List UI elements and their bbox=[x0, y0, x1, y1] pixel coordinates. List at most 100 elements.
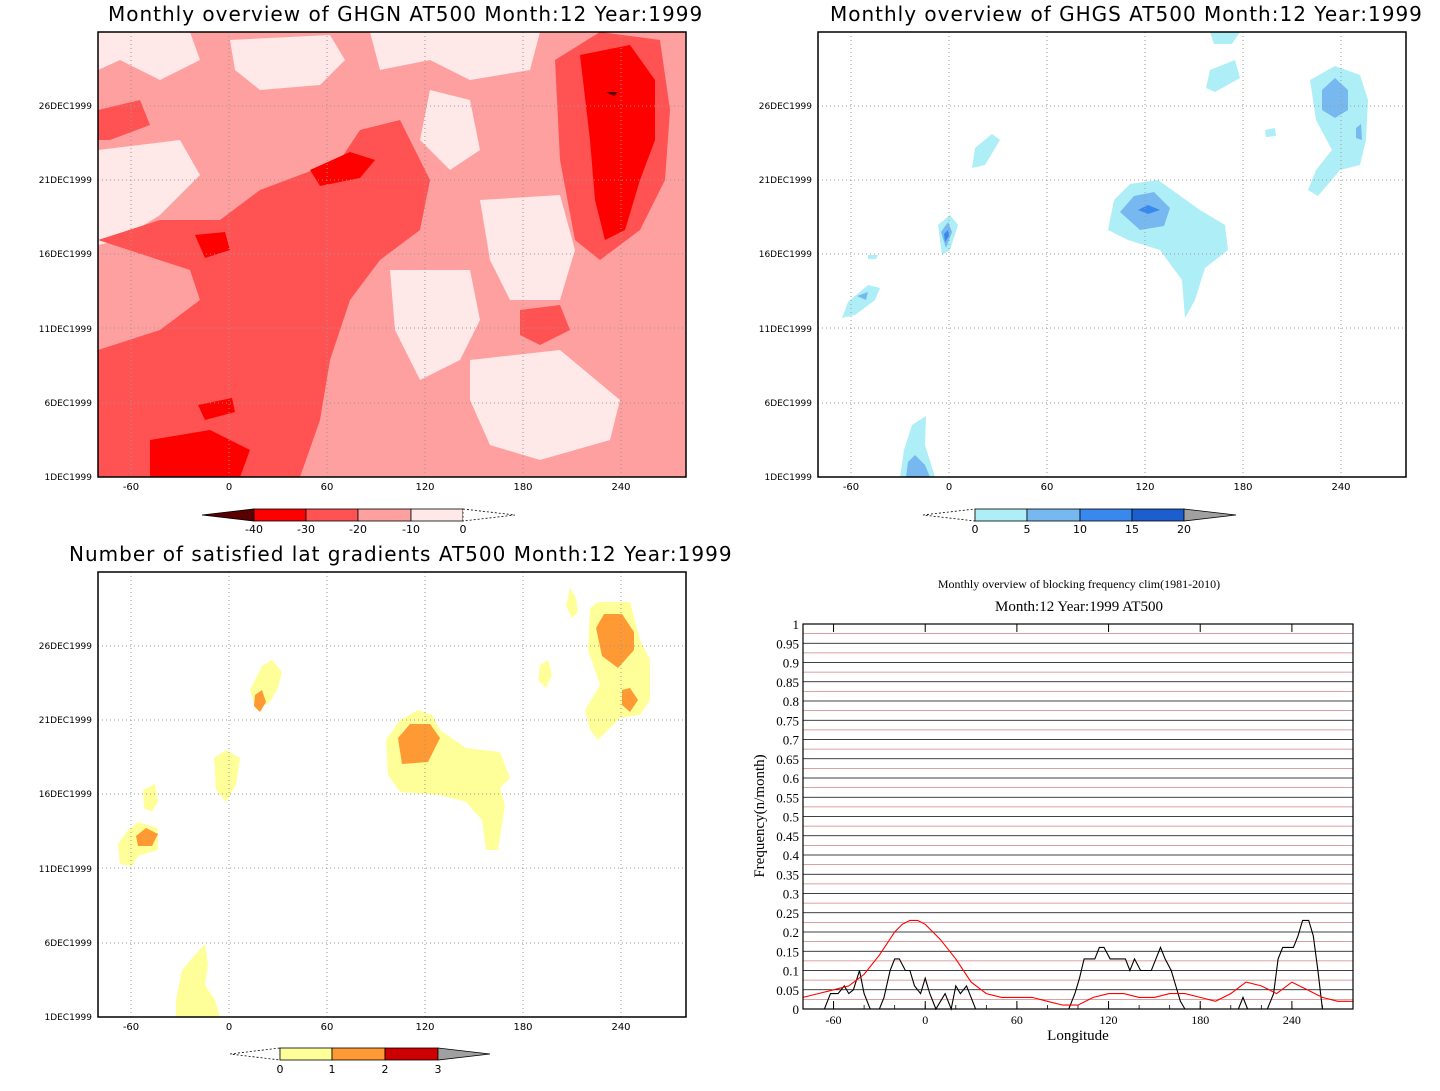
series-line-black bbox=[803, 919, 1353, 1011]
y-tick-label: 0.15 bbox=[776, 944, 799, 959]
y-tick-label: 0 bbox=[793, 1002, 800, 1017]
y-tick-label: 0.85 bbox=[776, 675, 799, 690]
ghgn-title: Monthly overview of GHGN AT500 Month:12 … bbox=[108, 2, 704, 26]
ghgs-contours bbox=[842, 32, 1368, 477]
x-tick-label: 180 bbox=[1233, 482, 1252, 493]
x-tick-label: 0 bbox=[946, 482, 952, 493]
y-tick-label: 0.75 bbox=[776, 713, 799, 728]
colorbar-label: 20 bbox=[1177, 523, 1191, 536]
y-tick-label: 0.7 bbox=[783, 733, 800, 748]
ghgs-title: Monthly overview of GHGS AT500 Month:12 … bbox=[830, 2, 1423, 26]
y-tick-label: 21DEC1999 bbox=[759, 176, 813, 186]
x-tick-label: 180 bbox=[1191, 1013, 1209, 1027]
ghgn-colorbar bbox=[201, 508, 516, 522]
y-tick-label: 26DEC1999 bbox=[759, 102, 813, 112]
y-tick-label: 21DEC1999 bbox=[39, 176, 93, 186]
y-tick-label: 11DEC1999 bbox=[759, 325, 813, 335]
y-tick-label: 0.8 bbox=[783, 694, 799, 709]
x-tick-label: 240 bbox=[1331, 482, 1350, 493]
colorbar-label: -10 bbox=[402, 523, 420, 536]
x-tick-label: 120 bbox=[1135, 482, 1154, 493]
frequency-series bbox=[802, 919, 1353, 1011]
x-tick-label: -60 bbox=[826, 1013, 842, 1027]
x-tick-label: 120 bbox=[415, 482, 434, 493]
ghgn-x-tick-labels: -60 0 60 120 180 240 bbox=[123, 482, 631, 493]
x-tick-label: 0 bbox=[226, 1022, 232, 1033]
y-tick-label: 11DEC1999 bbox=[39, 325, 93, 335]
ghgs-background bbox=[818, 32, 1406, 477]
ghgn-panel: Monthly overview of GHGN AT500 Month:12 … bbox=[0, 0, 720, 545]
x-tick-label: 120 bbox=[1100, 1013, 1118, 1027]
y-tick-label: 16DEC1999 bbox=[759, 250, 813, 260]
x-tick-label: 60 bbox=[1041, 482, 1054, 493]
ghgn-y-tick-labels: 1DEC1999 6DEC1999 11DEC1999 16DEC1999 21… bbox=[39, 102, 93, 483]
gradients-contours bbox=[118, 588, 650, 1017]
y-tick-label: 26DEC1999 bbox=[39, 102, 93, 112]
y-tick-label: 0.55 bbox=[776, 790, 799, 805]
colorbar-label: 2 bbox=[382, 1063, 389, 1076]
colorbar-label: -20 bbox=[349, 523, 367, 536]
gradients-y-tick-labels: 1DEC1999 6DEC1999 11DEC1999 16DEC1999 21… bbox=[39, 642, 93, 1023]
y-tick-label: 0.4 bbox=[783, 848, 800, 863]
gradients-map: -60 0 60 120 180 240 1DEC1999 6DEC1999 1… bbox=[39, 571, 687, 1076]
gradients-colorbar-labels: 0 1 2 3 bbox=[277, 1063, 442, 1076]
x-tick-label: 180 bbox=[513, 482, 532, 493]
ghgs-map: -60 0 60 120 180 240 1DEC1999 6DEC1999 1… bbox=[759, 31, 1407, 536]
x-tick-label: 0 bbox=[226, 482, 232, 493]
y-tick-label: 6DEC1999 bbox=[764, 399, 812, 409]
x-tick-label: 0 bbox=[922, 1013, 928, 1027]
ghgs-x-tick-labels: -60 0 60 120 180 240 bbox=[843, 482, 1351, 493]
ghgs-colorbar bbox=[922, 508, 1237, 522]
x-tick-label: -60 bbox=[843, 482, 859, 493]
gradients-frame bbox=[97, 571, 687, 1018]
ghgn-frame bbox=[97, 31, 687, 478]
colorbar-label: 5 bbox=[1024, 523, 1031, 536]
y-tick-label: 0.6 bbox=[783, 771, 800, 786]
colorbar-label: 10 bbox=[1073, 523, 1087, 536]
colorbar-label: 0 bbox=[277, 1063, 284, 1076]
x-tick-label: 180 bbox=[513, 1022, 532, 1033]
y-tick-label: 0.2 bbox=[783, 925, 799, 940]
x-tick-label: -60 bbox=[123, 482, 139, 493]
y-tick-label: 16DEC1999 bbox=[39, 790, 93, 800]
frequency-title: Monthly overview of blocking frequency c… bbox=[938, 577, 1220, 591]
gradients-title: Number of satisfied lat gradients AT500 … bbox=[69, 542, 733, 566]
x-tick-label: 240 bbox=[1283, 1013, 1301, 1027]
gradients-x-tick-labels: -60 0 60 120 180 240 bbox=[123, 1022, 631, 1033]
x-tick-label: -60 bbox=[123, 1022, 139, 1033]
x-tick-label: 60 bbox=[1011, 1013, 1023, 1027]
y-tick-label: 1DEC1999 bbox=[764, 473, 812, 483]
colorbar-label: -40 bbox=[245, 523, 263, 536]
y-tick-label: 0.1 bbox=[783, 964, 799, 979]
y-tick-label: 1DEC1999 bbox=[44, 473, 92, 483]
y-tick-label: 0.5 bbox=[783, 810, 799, 825]
x-tick-label: 120 bbox=[415, 1022, 434, 1033]
colorbar-label: 3 bbox=[435, 1063, 442, 1076]
colorbar-label: -30 bbox=[297, 523, 315, 536]
gradients-colorbar bbox=[229, 1047, 491, 1061]
frequency-chart: Monthly overview of blocking frequency c… bbox=[752, 577, 1354, 1044]
y-tick-label: 0.25 bbox=[776, 906, 799, 921]
ghgn-contours bbox=[98, 32, 670, 477]
colorbar-label: 0 bbox=[972, 523, 979, 536]
y-tick-label: 1DEC1999 bbox=[44, 1013, 92, 1023]
ghgs-colorbar-labels: 0 5 10 15 20 bbox=[972, 523, 1192, 536]
y-tick-label: 21DEC1999 bbox=[39, 716, 93, 726]
ghgs-y-tick-labels: 1DEC1999 6DEC1999 11DEC1999 16DEC1999 21… bbox=[759, 102, 813, 483]
x-tick-label: 240 bbox=[611, 482, 630, 493]
frequency-subtitle: Month:12 Year:1999 AT500 bbox=[995, 599, 1163, 615]
y-tick-label: 0.05 bbox=[776, 983, 799, 998]
x-tick-label: 60 bbox=[321, 1022, 334, 1033]
colorbar-label: 1 bbox=[329, 1063, 336, 1076]
y-tick-label: 16DEC1999 bbox=[39, 250, 93, 260]
frequency-panel: Monthly overview of blocking frequency c… bbox=[720, 545, 1440, 1091]
ghgn-colorbar-labels: -40 -30 -20 -10 0 bbox=[245, 523, 466, 536]
frequency-ticks: 0 0.05 0.1 0.15 0.2 0.25 0.3 0.35 0.4 0.45 0.5 0.55… bbox=[776, 617, 1354, 1027]
y-tick-label: 0.3 bbox=[783, 887, 799, 902]
ghgn-map: -60 0 60 120 180 240 1DEC1999 6DEC1999 1… bbox=[39, 31, 687, 536]
y-tick-label: 0.45 bbox=[776, 829, 799, 844]
y-tick-label: 0.9 bbox=[783, 656, 799, 671]
x-tick-label: 60 bbox=[321, 482, 334, 493]
series-line-red bbox=[802, 919, 1353, 1006]
ghgs-frame bbox=[817, 31, 1407, 478]
